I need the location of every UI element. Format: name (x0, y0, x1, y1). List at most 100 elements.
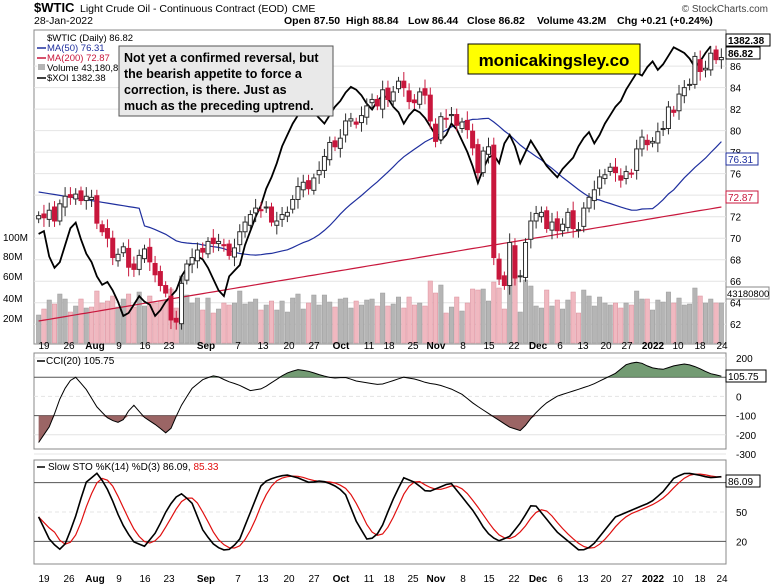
volume-bar (247, 301, 253, 344)
volume-bar (258, 309, 264, 344)
volume-bar (73, 305, 79, 344)
candle-body (380, 89, 386, 110)
volume-bar (184, 294, 190, 344)
volume-bar (660, 301, 666, 344)
candle-body (618, 175, 624, 181)
annotation-line-2: the bearish appetite to force a (124, 67, 303, 81)
volume-bar (523, 279, 529, 344)
candle-body (591, 189, 597, 202)
volume-bar (644, 298, 650, 344)
sto-plot (37, 472, 722, 551)
candle-body (141, 248, 148, 260)
candle-body (660, 127, 666, 130)
badge-ma200: 72.87 (728, 193, 753, 204)
volume-bar (290, 297, 296, 344)
volume-bar (560, 308, 566, 344)
volume-bar (438, 284, 444, 344)
cci-label: CCI(20) 105.75 (46, 356, 115, 367)
candle-body (560, 223, 566, 232)
x-tick-label: 18 (694, 574, 706, 585)
x-tick-label: 18 (383, 341, 395, 352)
candle-body (110, 237, 116, 259)
volume-bar (390, 303, 396, 344)
legend: $WTIC (Daily) 86.82 MA(50) 76.31 MA(200)… (37, 32, 133, 84)
volume-bar (147, 295, 153, 344)
volume-tick-label: 40M (3, 294, 22, 305)
volume-bar (470, 288, 476, 344)
x-tick-label: 25 (407, 341, 419, 352)
x-tick-label: 15 (483, 341, 495, 352)
x-tick-label: 13 (257, 574, 269, 585)
x-tick-label: Sep (197, 574, 215, 585)
cci-plot (38, 361, 722, 443)
candle-body (470, 130, 476, 149)
x-tick-label: Oct (333, 341, 350, 352)
volume-bar (269, 300, 274, 344)
candle-body (200, 247, 206, 253)
header-low: Low 86.44 (408, 15, 458, 27)
volume-bar (374, 305, 380, 344)
x-tick-label: 16 (139, 574, 151, 585)
volume-bar (210, 312, 216, 344)
candle-body (184, 263, 190, 281)
candle-body (268, 206, 275, 223)
candle-body (549, 221, 555, 231)
x-tick-label: 27 (621, 341, 633, 352)
candle-body (120, 246, 126, 254)
candle-body (692, 55, 698, 85)
badge-price: 86.82 (728, 49, 753, 60)
candle-body (523, 242, 529, 278)
volume-bar (613, 302, 618, 344)
volume-bar (591, 305, 597, 344)
volume-bar (427, 280, 433, 344)
sto-label-d: 85.33 (193, 462, 218, 473)
legend-ma50: MA(50) 76.31 (47, 43, 105, 54)
candle-body (94, 195, 100, 224)
candles (36, 45, 724, 330)
candle-body (369, 98, 375, 104)
badge-xoi: 1382.38 (728, 36, 765, 47)
volume-bar (718, 302, 724, 344)
price-tick-label: 80 (730, 127, 742, 138)
candle-body (332, 140, 338, 148)
candle-body (396, 80, 402, 90)
volume-bar (475, 289, 481, 344)
candle-body (581, 207, 587, 227)
cci-tick-label: -300 (736, 450, 756, 461)
badge-ma50: 76.31 (728, 155, 753, 166)
x-tick-label: 24 (716, 341, 728, 352)
candle-body (597, 176, 603, 189)
x-tick-label: 22 (508, 574, 520, 585)
volume-bar (448, 306, 454, 344)
candle-body (454, 114, 460, 126)
volume-bar (671, 302, 677, 344)
x-tick-label: 24 (716, 574, 728, 585)
candle-body (671, 109, 677, 113)
candle-body (544, 210, 550, 230)
volume-bar (575, 312, 581, 344)
candle-body (491, 144, 497, 259)
x-tick-label: 9 (116, 341, 122, 352)
volume-bars (36, 275, 724, 344)
candle-body (586, 196, 592, 209)
candle-body (554, 218, 560, 232)
sto-label: Slow STO %K(14) %D(3) 86.09, 85.33 (48, 462, 219, 473)
candle-body (443, 117, 449, 120)
volume-bar (284, 311, 290, 344)
candle-body (612, 166, 619, 174)
volume-bar (110, 295, 116, 344)
price-tick-label: 76 (730, 170, 742, 181)
candle-body (433, 123, 439, 142)
candle-body (385, 87, 391, 100)
header-volume: Volume 43.2M (537, 15, 606, 27)
volume-bar (78, 298, 84, 344)
legend-xoi: $XOI 1382.38 (47, 73, 106, 84)
price-tick-label: 66 (730, 277, 742, 288)
price-tick-label: 86 (730, 62, 742, 73)
x-tick-label: 23 (163, 341, 175, 352)
x-tick-label: 6 (557, 341, 563, 352)
brand-badge: monicakingsley.co (467, 43, 641, 75)
candle-body (237, 231, 243, 246)
volume-bar (528, 285, 534, 344)
volume-bar (586, 295, 592, 344)
